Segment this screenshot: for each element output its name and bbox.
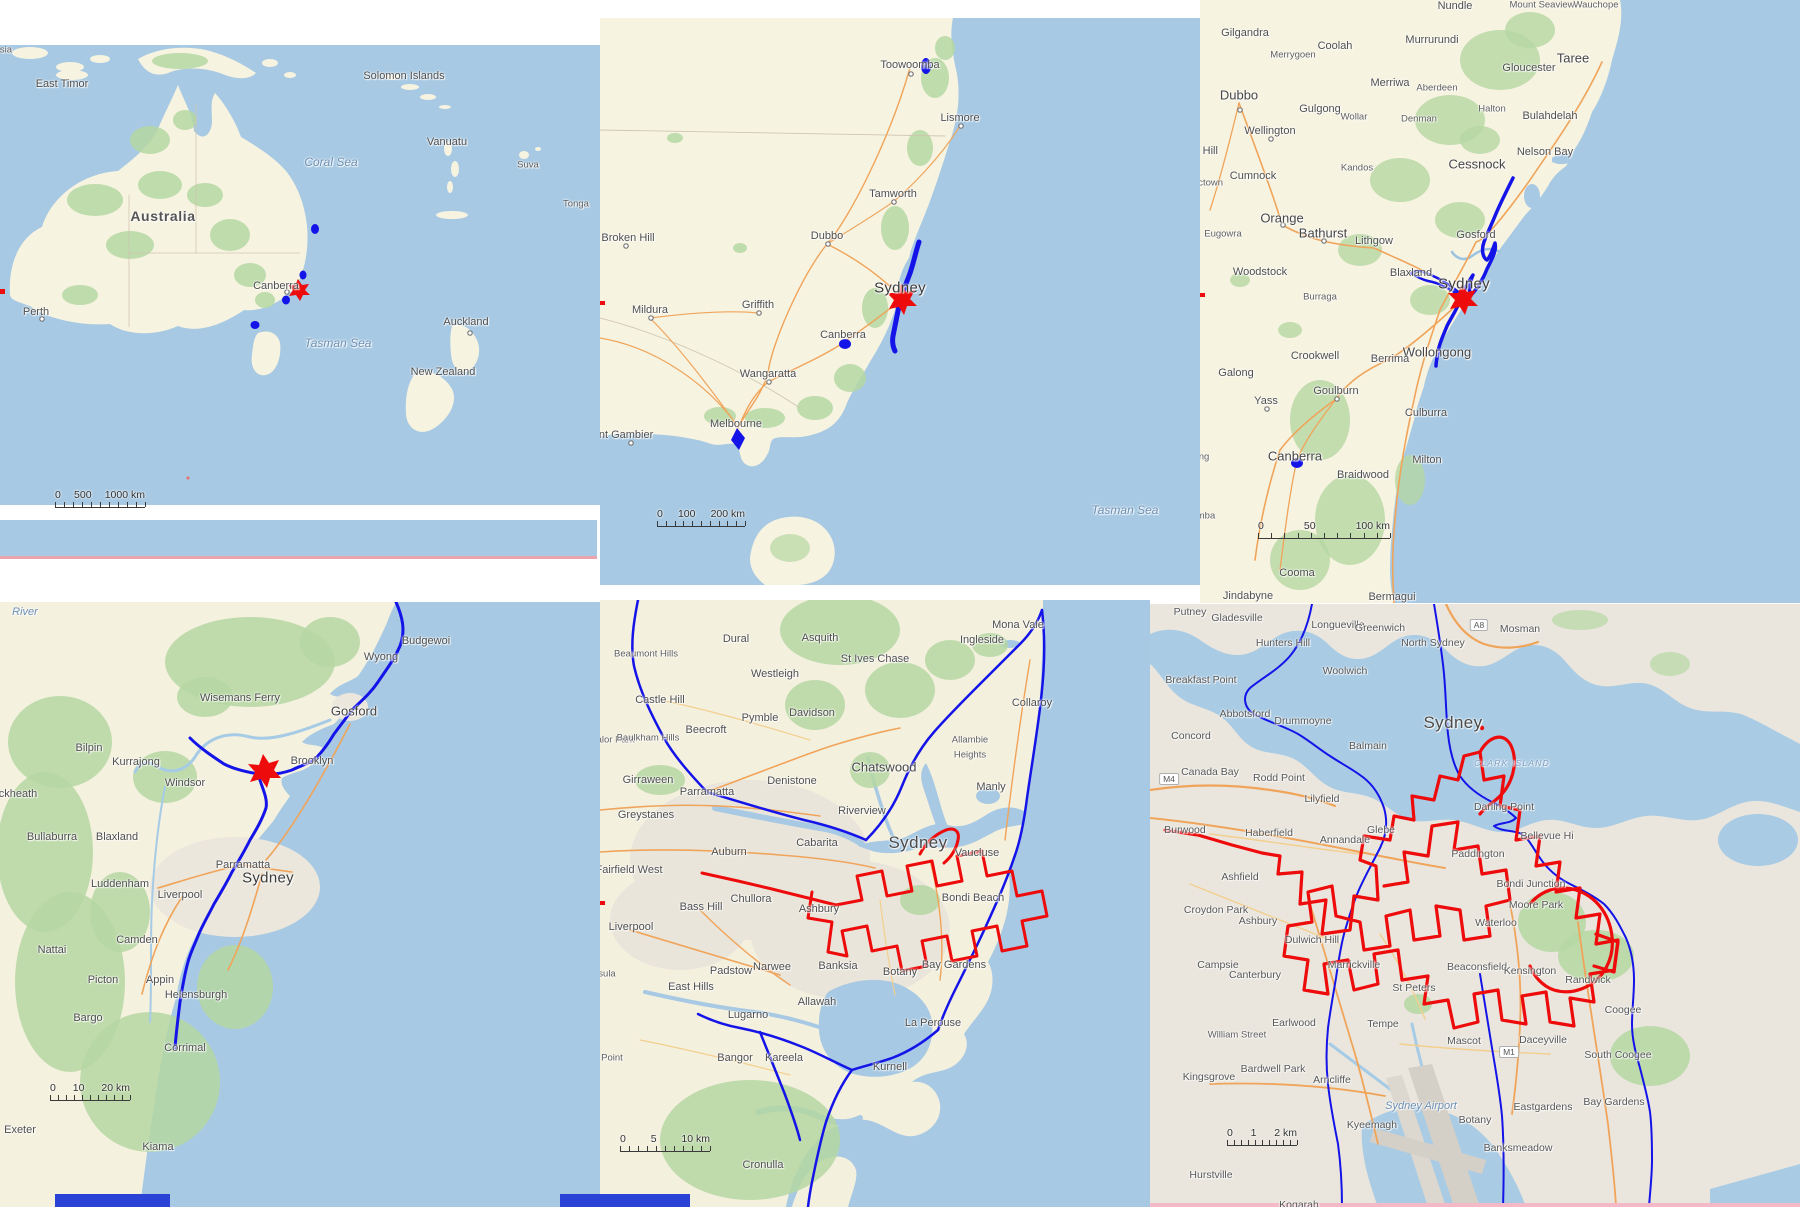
map-canvas-p1 xyxy=(0,45,600,505)
map-canvas-p6 xyxy=(1150,604,1800,1207)
panel-p6[interactable]: Putney Gladesville Longueville Greenwich Nor… xyxy=(1150,604,1800,1207)
panel-p1[interactable]: sia East Timor Solomon Islands Vanuatu Coral… xyxy=(0,0,600,520)
panel-p2[interactable]: Toowoomba Lismore Tamworth Dubbo Broken Hill… xyxy=(600,0,1200,600)
map-canvas-p2 xyxy=(600,18,1200,585)
map-canvas-p5 xyxy=(600,600,1150,1207)
panel-p3[interactable]: Nundle Mount Seaview Wauchope Gilgandra Cool… xyxy=(1200,0,1800,604)
map-canvas-p3 xyxy=(1200,0,1800,603)
panel-p5[interactable]: Dural Asquith Mona Vale Beaumont Hills St Iv… xyxy=(600,600,1150,1207)
panel-p4[interactable]: River Budgewoi Wyong Wisemans Ferry Gosford B… xyxy=(0,602,600,1207)
sea-strip-divider xyxy=(0,520,597,559)
map-canvas-p4 xyxy=(0,602,600,1207)
